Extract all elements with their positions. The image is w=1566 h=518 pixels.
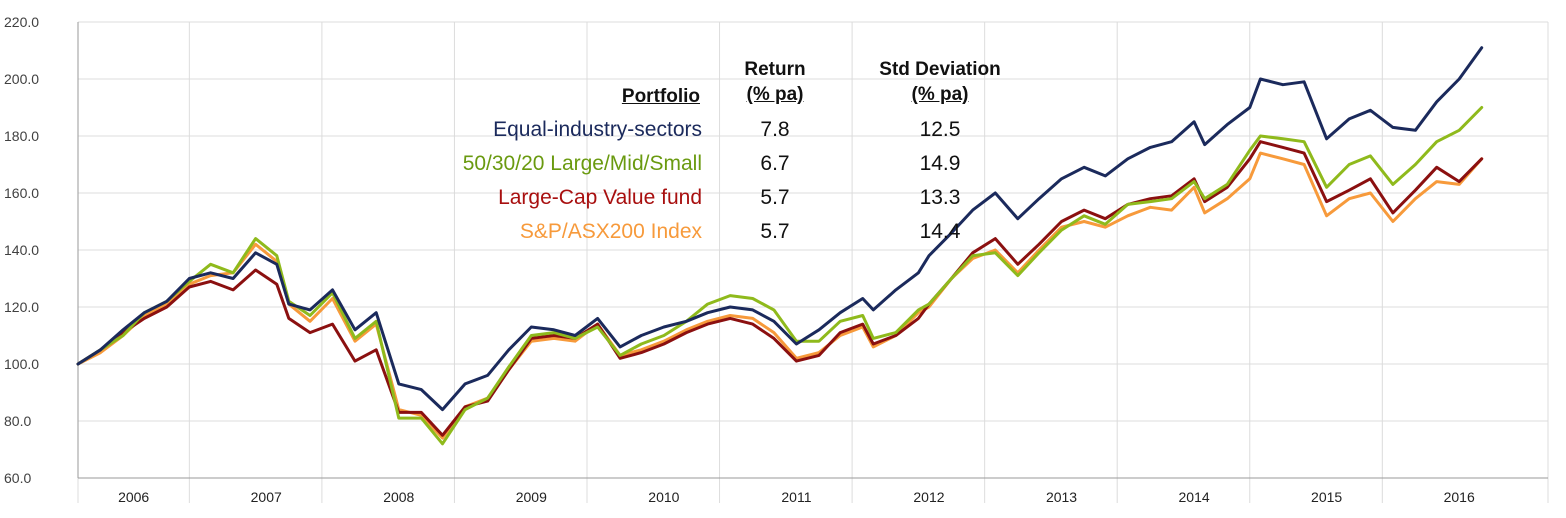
header-return: Return (% pa): [744, 59, 806, 105]
return-value: 5.7: [760, 220, 790, 243]
portfolio-name: S&P/ASX200 Index: [519, 220, 702, 243]
y-tick-label: 200.0: [4, 71, 39, 87]
portfolio-name: Equal-industry-sectors: [493, 118, 702, 141]
portfolio-name: Large-Cap Value fund: [498, 186, 702, 209]
series-line: [76, 46, 1484, 412]
header-portfolio: Portfolio: [621, 86, 700, 107]
x-tick-label: 2008: [383, 489, 414, 505]
y-tick-label: 180.0: [4, 128, 39, 144]
x-tick-label: 2016: [1444, 489, 1475, 505]
y-axis-tick-labels: 60.0 80.0 100.0 120.0 140.0 160.0 180.0 200.0 22…: [4, 14, 39, 486]
x-tick-label: 2006: [118, 489, 149, 505]
y-tick-label: 160.0: [4, 185, 39, 201]
x-tick-label: 2011: [781, 489, 811, 505]
header-std-deviation: Std Deviation (% pa): [879, 59, 1001, 105]
x-tick-label: 2007: [251, 489, 282, 505]
series-line: [76, 151, 1484, 440]
table-row: Equal-industry-sectors 7.8 12.5: [400, 118, 1020, 150]
x-tick-label: 2013: [1046, 489, 1077, 505]
std-deviation-value: 14.9: [919, 152, 961, 175]
y-tick-label: 60.0: [4, 470, 31, 486]
series-lines: [76, 46, 1484, 446]
portfolio-stats-table: Portfolio Return (% pa) Std Deviation (%…: [400, 56, 1020, 256]
std-deviation-value: 12.5: [919, 118, 961, 141]
table-row: S&P/ASX200 Index 5.7 14.4: [400, 220, 1020, 252]
return-value: 7.8: [760, 118, 790, 141]
x-tick-label: 2014: [1179, 489, 1210, 505]
series-line: [76, 140, 1484, 437]
gridlines: [77, 21, 1549, 503]
portfolio-name: 50/30/20 Large/Mid/Small: [462, 152, 702, 175]
x-axis-tick-labels: 2006 2007 2008 2009 2010 2011 2012 2013 2014 2015…: [118, 489, 1475, 505]
x-tick-label: 2010: [648, 489, 679, 505]
x-tick-label: 2012: [913, 489, 944, 505]
y-tick-label: 100.0: [4, 356, 39, 372]
return-value: 5.7: [760, 186, 790, 209]
series-line: [76, 106, 1484, 446]
x-tick-label: 2015: [1311, 489, 1342, 505]
y-tick-label: 80.0: [4, 413, 31, 429]
x-tick-label: 2009: [516, 489, 547, 505]
y-tick-label: 120.0: [4, 299, 39, 315]
y-tick-label: 220.0: [4, 14, 39, 30]
std-deviation-value: 13.3: [919, 186, 961, 209]
std-deviation-value: 14.4: [919, 220, 961, 243]
table-row: Large-Cap Value fund 5.7 13.3: [400, 186, 1020, 218]
table-row: 50/30/20 Large/Mid/Small 6.7 14.9: [400, 152, 1020, 184]
return-value: 6.7: [760, 152, 790, 175]
y-tick-label: 140.0: [4, 242, 39, 258]
